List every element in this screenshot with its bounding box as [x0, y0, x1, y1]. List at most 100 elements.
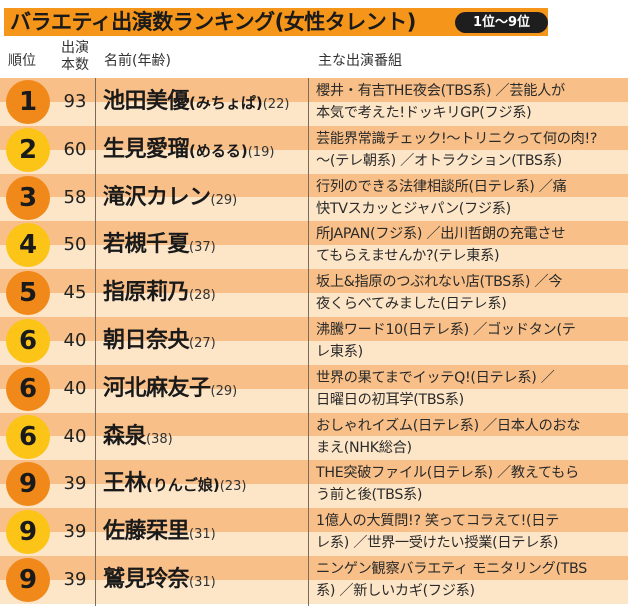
name-main: 池田美優 — [103, 89, 190, 114]
name-nickname: (りんご娘) — [146, 476, 220, 495]
row-band-dark — [0, 412, 628, 437]
row-band-light — [0, 197, 628, 222]
header-rank: 順位 — [8, 53, 36, 69]
row-band-light — [0, 484, 628, 509]
name-main: 若槻千夏 — [103, 232, 190, 258]
row-band-dark — [0, 460, 628, 485]
column-divider — [95, 78, 96, 606]
name-main: 生見愛瑠 — [103, 136, 190, 162]
row-band-dark — [0, 508, 628, 533]
appearance-count: 60 — [63, 138, 87, 160]
table-row: 1 93 池田美優(みちょぱ)(22) 櫻井・有吉THE夜会(TBS系) ／芸能… — [0, 78, 638, 126]
name-main: 森泉 — [103, 423, 147, 449]
name-nickname: (めるる) — [189, 141, 248, 160]
programs-line1: ニンゲン観察バラエティ モニタリング(TBS — [316, 560, 587, 577]
programs-line2: レ東系) — [316, 343, 363, 360]
row-band-dark — [0, 316, 628, 341]
row-band-dark — [0, 78, 628, 102]
row-band-light — [0, 245, 628, 270]
name-age: (22) — [262, 97, 290, 112]
programs: 1億人の大質問!? 笑ってコラえて!(日テ レ系) ／世界一受けたい授業(日テレ… — [316, 510, 626, 554]
programs: 芸能界常識チェック!〜トリニクって何の肉!? 〜(テレ朝系) ／オトラクション(… — [316, 128, 626, 172]
table-row: 9 39 鷲見玲奈(31) ニンゲン観察バラエティ モニタリング(TBS 系) … — [0, 555, 638, 604]
header-count-line1: 出演 — [61, 40, 89, 56]
talent-name: 森泉(38) — [103, 413, 173, 461]
table-row: 2 60 生見愛瑠(めるる)(19) 芸能界常識チェック!〜トリニクって何の肉!… — [0, 125, 638, 174]
row-band-dark — [0, 364, 628, 389]
programs: 所JAPAN(フジ系) ／出川哲朗の充電させ てもらえませんか?(テレ東系) — [316, 223, 626, 267]
programs: 世界の果てまでイッテQ!(日テレ系) ／ 日曜日の初耳学(TBS系) — [316, 367, 626, 411]
appearance-count: 40 — [63, 425, 87, 447]
talent-name: 滝沢カレン(29) — [103, 174, 237, 222]
programs: ニンゲン観察バラエティ モニタリング(TBS 系) ／新しいカギ(フジ系) — [316, 558, 626, 602]
name-age: (19) — [247, 144, 275, 160]
row-band-dark — [0, 173, 628, 198]
row-band-light — [0, 532, 628, 556]
programs-line2: レ系) ／世界一受けたい授業(日テレ系) — [316, 535, 559, 552]
row-band-light — [0, 101, 628, 126]
rank-badge: 6 — [6, 414, 50, 459]
appearance-count: 40 — [63, 329, 87, 351]
appearance-count: 45 — [63, 282, 87, 304]
name-age: (37) — [189, 240, 216, 256]
table-row: 6 40 森泉(38) おしゃれイズム(日テレ系) ／日本人のおな まえ(NHK… — [0, 412, 638, 461]
row-band-dark — [0, 221, 628, 246]
row-band-dark — [0, 269, 628, 294]
row-band-light — [0, 579, 628, 604]
rank-badge: 6 — [6, 318, 50, 363]
programs: 沸騰ワード10(日テレ系) ／ゴッドタン(テ レ東系) — [316, 319, 626, 363]
talent-name: 指原莉乃(28) — [103, 269, 216, 317]
programs-line2: てもらえませんか?(テレ東系) — [316, 248, 500, 265]
rank-range-badge: 1位〜9位 — [455, 12, 548, 33]
table-row: 6 40 朝日奈央(27) 沸騰ワード10(日テレ系) ／ゴッドタン(テ レ東系… — [0, 316, 638, 365]
name-main: 河北麻友子 — [103, 375, 211, 401]
rank-badge: 2 — [6, 127, 50, 172]
talent-name: 鷲見玲奈(31) — [103, 556, 216, 604]
programs-line1: 沸騰ワード10(日テレ系) ／ゴッドタン(テ — [316, 321, 576, 338]
name-age: (29) — [210, 192, 238, 208]
appearance-count: 58 — [63, 186, 87, 208]
page-title: バラエティ出演数ランキング(女性タレント) — [10, 10, 416, 34]
programs: 坂上&指原のつぶれない店(TBS系) ／今 夜くらべてみました(日テレ系) — [316, 271, 626, 315]
programs-line2: 夜くらべてみました(日テレ系) — [316, 296, 507, 313]
row-band-dark — [0, 125, 628, 150]
programs-line2: 快TVスカッとジャパン(フジ系) — [316, 200, 511, 217]
programs-line2: 〜(テレ朝系) ／オトラクション(TBS系) — [316, 152, 562, 169]
row-band-light — [0, 149, 628, 174]
rank-badge: 9 — [6, 510, 50, 555]
rank-badge: 5 — [6, 271, 50, 316]
row-band-light — [0, 436, 628, 461]
header-count-line2: 本数 — [61, 57, 89, 73]
header-programs: 主な出演番組 — [318, 53, 402, 69]
appearance-count: 39 — [63, 521, 87, 543]
name-age: (31) — [189, 527, 216, 543]
programs: 櫻井・有吉THE夜会(TBS系) ／芸能人が 本気で考えた!ドッキリGP(フジ系… — [316, 80, 626, 124]
programs: THE突破ファイル(日テレ系) ／教えてもら う前と後(TBS系) — [316, 462, 626, 506]
programs-line2: 日曜日の初耳学(TBS系) — [316, 391, 464, 408]
name-main: 王林 — [103, 471, 147, 497]
appearance-count: 40 — [63, 377, 87, 399]
header-count: 出演 本数 — [58, 40, 92, 74]
appearance-count: 93 — [63, 91, 87, 112]
name-age: (23) — [219, 479, 247, 495]
appearance-count: 39 — [63, 568, 87, 590]
table-row: 3 58 滝沢カレン(29) 行列のできる法律相談所(日テレ系) ／痛 快TVス… — [0, 173, 638, 222]
name-age: (31) — [189, 574, 216, 590]
programs-line1: 櫻井・有吉THE夜会(TBS系) ／芸能人が — [316, 83, 565, 99]
programs-line1: 芸能界常識チェック!〜トリニクって何の肉!? — [316, 130, 598, 147]
talent-name: 生見愛瑠(めるる)(19) — [103, 126, 274, 174]
appearance-count: 50 — [63, 234, 87, 256]
talent-name: 池田美優(みちょぱ)(22) — [103, 78, 289, 126]
talent-name: 朝日奈央(27) — [103, 317, 216, 365]
name-main: 朝日奈央 — [103, 327, 190, 353]
programs-line2: まえ(NHK総合) — [316, 439, 412, 456]
programs-line1: 1億人の大質問!? 笑ってコラえて!(日テ — [316, 513, 560, 530]
rank-badge: 1 — [6, 80, 50, 124]
talent-name: 佐藤栞里(31) — [103, 508, 216, 556]
table-row: 4 50 若槻千夏(37) 所JAPAN(フジ系) ／出川哲朗の充電させ てもら… — [0, 221, 638, 270]
programs: おしゃれイズム(日テレ系) ／日本人のおな まえ(NHK総合) — [316, 415, 626, 459]
row-band-light — [0, 340, 628, 365]
table-row: 6 40 河北麻友子(29) 世界の果てまでイッテQ!(日テレ系) ／ 日曜日の… — [0, 364, 638, 413]
talent-name: 若槻千夏(37) — [103, 221, 216, 269]
header-name: 名前(年齢) — [104, 53, 171, 69]
